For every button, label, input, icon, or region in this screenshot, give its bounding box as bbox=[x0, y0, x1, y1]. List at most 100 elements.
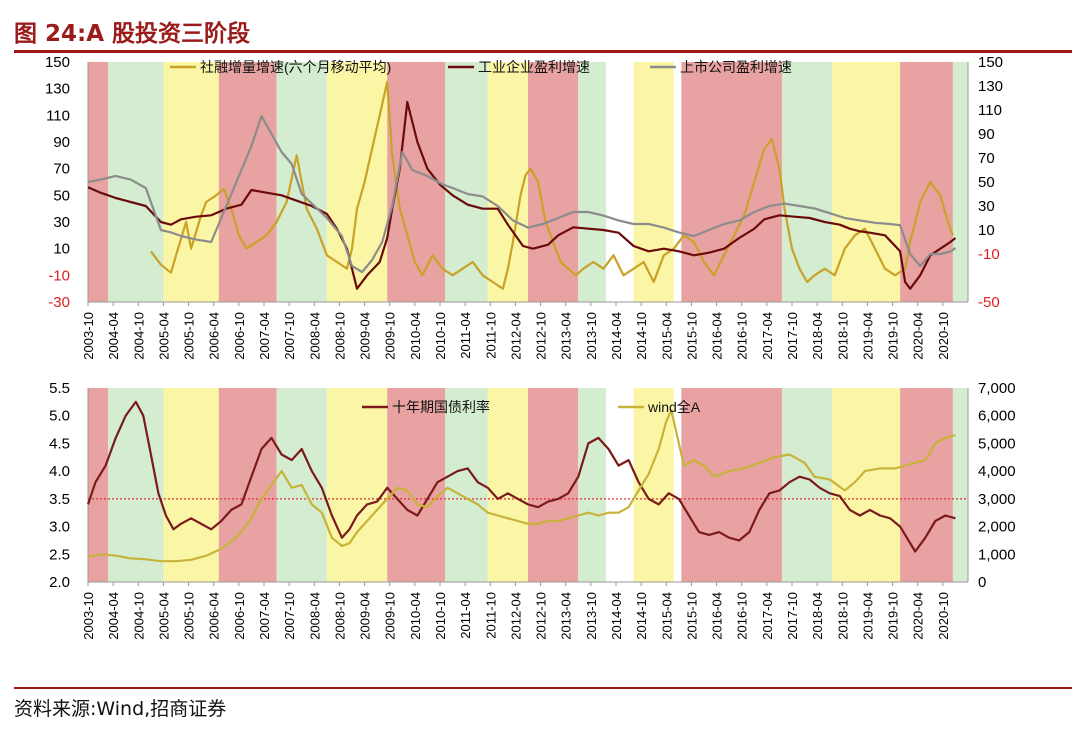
x-tick-label: 2011-10 bbox=[483, 592, 498, 639]
regime-band-green bbox=[952, 388, 968, 582]
x-tick-label: 2006-10 bbox=[232, 592, 247, 640]
x-tick-label: 2017-04 bbox=[760, 592, 775, 640]
x-tick-label: 2014-04 bbox=[609, 312, 624, 360]
right-tick-label: 130 bbox=[978, 78, 1003, 95]
x-tick-label: 2008-04 bbox=[307, 312, 322, 360]
x-tick-label: 2011-04 bbox=[458, 592, 473, 639]
x-tick-label: 2012-04 bbox=[508, 592, 523, 640]
x-tick-label: 2015-10 bbox=[684, 312, 699, 360]
regime-band-green bbox=[578, 62, 606, 302]
left-tick-label: 4.0 bbox=[49, 463, 70, 480]
x-tick-label: 2019-10 bbox=[886, 312, 901, 360]
left-tick-label: 3.5 bbox=[49, 491, 70, 508]
x-tick-label: 2013-04 bbox=[559, 592, 574, 640]
right-tick-label: 110 bbox=[978, 102, 1002, 119]
legend-label: 十年期国债利率 bbox=[392, 399, 490, 415]
line-series-1 bbox=[87, 100, 957, 290]
regime-band-red bbox=[218, 62, 277, 302]
regime-band-green bbox=[781, 388, 833, 582]
x-tick-label: 2015-04 bbox=[659, 312, 674, 360]
left-tick-label: 70 bbox=[53, 161, 70, 178]
right-tick-label: 30 bbox=[978, 198, 995, 215]
bottom-chart: 2.0 2.5 3.0 3.5 4.0 4.5 5.0 5.5 0 1,000 2,000 3,000… bbox=[49, 380, 1015, 640]
x-tick-label: 2004-04 bbox=[106, 312, 121, 360]
x-tick-label: 2020-04 bbox=[911, 592, 926, 640]
regime-band-yellow bbox=[326, 388, 388, 582]
regime-band-red bbox=[88, 62, 109, 302]
right-tick-label: 90 bbox=[978, 126, 995, 143]
regime-band-green bbox=[578, 388, 606, 582]
x-tick-label: 2009-10 bbox=[383, 312, 398, 360]
x-tick-label: 2010-10 bbox=[433, 312, 448, 360]
legend-label: 上市公司盈利增速 bbox=[680, 59, 792, 75]
legend-label: wind全A bbox=[647, 399, 701, 415]
right-tick-label: 2,000 bbox=[978, 519, 1016, 536]
x-tick-label: 2019-04 bbox=[860, 312, 875, 360]
x-tick-label: 2018-04 bbox=[810, 592, 825, 640]
x-tick-label: 2011-04 bbox=[458, 312, 473, 359]
left-tick-label: -10 bbox=[48, 267, 70, 284]
right-tick-label: 6,000 bbox=[978, 408, 1016, 425]
regime-band-yellow bbox=[633, 62, 674, 302]
left-tick-label: 2.5 bbox=[49, 546, 70, 563]
x-tick-label: 2018-10 bbox=[835, 312, 850, 360]
x-tick-label: 2014-10 bbox=[634, 312, 649, 360]
x-tick-label: 2017-10 bbox=[785, 312, 800, 360]
source-note: 资料来源:Wind,招商证券 bbox=[14, 698, 227, 720]
regime-band-yellow bbox=[487, 388, 528, 582]
x-tick-label: 2017-04 bbox=[760, 312, 775, 360]
x-tick-label: 2009-04 bbox=[358, 312, 373, 360]
line-series-0 bbox=[86, 400, 956, 553]
line-series-2 bbox=[87, 114, 957, 274]
x-tick-label: 2018-10 bbox=[835, 592, 850, 640]
x-tick-label: 2014-04 bbox=[609, 592, 624, 640]
right-tick-label: 70 bbox=[978, 150, 995, 167]
regime-band-green bbox=[952, 62, 968, 302]
x-tick-label: 2015-04 bbox=[659, 592, 674, 640]
left-tick-label: 2.0 bbox=[49, 574, 70, 591]
title-rule bbox=[14, 50, 1072, 53]
x-tick-label: 2019-04 bbox=[860, 592, 875, 640]
x-tick-label: 2004-10 bbox=[131, 592, 146, 640]
x-tick-label: 2012-04 bbox=[508, 312, 523, 360]
regime-band-red bbox=[681, 62, 782, 302]
x-tick-label: 2013-10 bbox=[584, 592, 599, 640]
source-rule bbox=[14, 687, 1072, 689]
regime-band-green bbox=[445, 62, 488, 302]
x-tick-label: 2010-04 bbox=[408, 312, 423, 360]
x-tick-label: 2006-04 bbox=[207, 592, 222, 640]
x-tick-label: 2010-04 bbox=[408, 592, 423, 640]
left-tick-label: 90 bbox=[53, 134, 70, 151]
left-tick-label: 150 bbox=[45, 54, 70, 71]
x-tick-label: 2016-04 bbox=[710, 312, 725, 360]
x-tick-label: 2008-04 bbox=[307, 592, 322, 640]
right-tick-label: 50 bbox=[978, 174, 995, 191]
right-tick-label: 150 bbox=[978, 54, 1003, 71]
x-tick-label: 2012-10 bbox=[534, 592, 549, 640]
x-tick-label: 2005-04 bbox=[156, 592, 171, 640]
x-tick-label: 2010-10 bbox=[433, 592, 448, 640]
left-tick-label: 130 bbox=[45, 81, 70, 98]
x-tick-label: 2003-10 bbox=[81, 312, 96, 360]
x-tick-label: 2016-10 bbox=[735, 592, 750, 640]
legend-label: 社融增量增速(六个月移动平均) bbox=[200, 59, 391, 75]
regime-band-yellow bbox=[163, 62, 219, 302]
x-tick-label: 2016-10 bbox=[735, 312, 750, 360]
left-tick-label: 110 bbox=[46, 107, 70, 124]
right-tick-label: 10 bbox=[978, 222, 995, 239]
x-tick-label: 2004-04 bbox=[106, 592, 121, 640]
x-tick-label: 2007-04 bbox=[257, 312, 272, 360]
regime-band-yellow bbox=[832, 388, 901, 582]
right-tick-label: -50 bbox=[978, 294, 1000, 311]
left-tick-label: 10 bbox=[53, 241, 70, 258]
x-tick-label: 2007-10 bbox=[282, 592, 297, 640]
line-series-0 bbox=[150, 80, 954, 290]
regime-band-red bbox=[88, 388, 109, 582]
right-tick-label: 5,000 bbox=[978, 435, 1016, 452]
x-tick-label: 2006-10 bbox=[232, 312, 247, 360]
regime-band-red bbox=[900, 388, 953, 582]
x-tick-label: 2020-10 bbox=[936, 592, 951, 640]
right-tick-label: 7,000 bbox=[978, 380, 1016, 397]
line-series-1 bbox=[87, 409, 956, 563]
